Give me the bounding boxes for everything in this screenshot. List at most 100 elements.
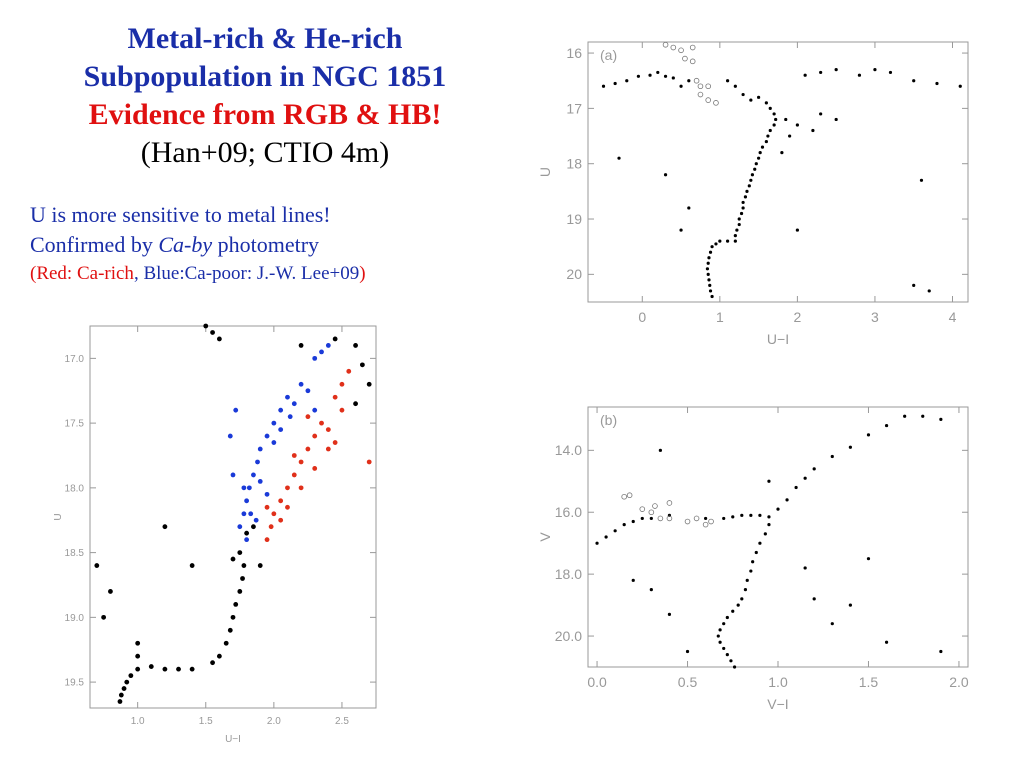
star-point (135, 653, 141, 659)
point-ca-rich (339, 381, 345, 387)
star-point (754, 162, 758, 166)
point-ca-poor (227, 433, 233, 439)
star-point (227, 627, 233, 633)
hb-open-circle-point (697, 83, 704, 90)
hb-open-circle-point (697, 91, 704, 98)
point-ca-rich (346, 368, 352, 374)
x-tick-label: 2.0 (267, 716, 281, 727)
star-point (706, 261, 710, 265)
x-tick-label: 0.5 (678, 674, 698, 690)
star-point (774, 117, 778, 122)
star-point (912, 79, 916, 83)
hb-open-circle-point (652, 503, 658, 509)
point-ca-poor (233, 407, 239, 413)
star-point (921, 414, 925, 418)
y-tick-label: 16 (566, 45, 582, 61)
star-point (743, 588, 748, 592)
star-point (725, 615, 729, 620)
cmd-panel-ca-by: 1.0 1.5 2.0 2.5 17.0 17.5 18.0 18.5 19.0 19.5 U−I U (53, 323, 377, 745)
star-point (745, 578, 749, 582)
star-point (718, 239, 722, 243)
star-point (884, 423, 889, 428)
hb-open-circle-point (693, 515, 700, 522)
hb-open-circle-point (648, 509, 655, 516)
hb-open-circle-point (689, 44, 696, 51)
star-point (718, 628, 722, 632)
star-point (687, 206, 691, 210)
cmd-panel-b: 0.0 0.5 1.0 1.5 2.0 14.0 16.0 18.0 20.0 V−I V (b) (540, 406, 969, 712)
hb-open-circle-point (684, 518, 691, 525)
point-ca-rich (325, 446, 331, 452)
point-ca-poor (253, 517, 259, 523)
star-point (767, 515, 771, 519)
star-point (784, 117, 788, 122)
y-tick-label: 17.0 (65, 354, 85, 365)
star-point (714, 242, 718, 246)
star-point (830, 454, 834, 459)
star-point (210, 330, 215, 335)
star-point (749, 178, 753, 182)
note-paren-open: ( (30, 263, 37, 284)
point-ca-rich (298, 485, 304, 491)
star-point (733, 239, 737, 243)
star-point (148, 664, 154, 669)
star-point (812, 597, 816, 601)
star-point (750, 173, 755, 177)
y-tick-label: 17.5 (65, 419, 85, 430)
star-point (604, 535, 608, 539)
star-point (240, 576, 245, 581)
star-point (935, 81, 939, 86)
y-tick-label: 20 (566, 266, 582, 282)
x-tick-label: 0.0 (587, 674, 607, 690)
y-tick-label: 19.5 (65, 678, 85, 689)
star-point (722, 622, 726, 626)
star-point (725, 239, 730, 243)
note-blue-label: Blue:Ca-poor: J.-W. Lee+09 (138, 263, 360, 284)
star-point (767, 479, 771, 483)
star-point (912, 283, 916, 288)
hb-open-circle-point (678, 47, 684, 54)
star-point (794, 485, 798, 490)
star-point (739, 211, 744, 216)
star-point (353, 401, 358, 407)
star-point (722, 516, 726, 521)
star-point (725, 653, 729, 657)
point-ca-poor (278, 407, 284, 413)
star-point (834, 117, 838, 122)
notes-block: U is more sensitive to metal lines! Conf… (30, 200, 510, 288)
star-point (795, 228, 799, 232)
point-ca-rich (268, 524, 274, 530)
y-axis-label: U (53, 513, 64, 520)
point-ca-rich (332, 394, 338, 400)
point-ca-poor (312, 407, 318, 413)
point-ca-rich (312, 433, 318, 439)
note-comma: , (133, 263, 139, 284)
star-point (298, 343, 304, 348)
star-point (233, 602, 239, 607)
star-point (124, 679, 130, 685)
point-ca-rich (339, 407, 345, 413)
hb-open-circle-point (657, 515, 664, 522)
star-point (649, 516, 653, 521)
star-point (939, 417, 943, 421)
star-point (903, 414, 907, 418)
star-point (735, 228, 739, 232)
star-point (595, 541, 599, 545)
star-point (731, 515, 735, 519)
star-point (737, 217, 741, 221)
point-ca-poor (298, 381, 304, 387)
star-point (758, 151, 762, 155)
panel-label: (a) (600, 47, 617, 63)
star-point (737, 222, 741, 227)
star-point (757, 156, 761, 160)
star-point (741, 92, 745, 97)
point-ca-poor (271, 440, 277, 445)
hb-open-circle-point (621, 493, 627, 500)
point-ca-rich (312, 466, 318, 471)
star-point (135, 666, 141, 672)
star-point (732, 665, 737, 669)
star-point (117, 699, 123, 704)
star-point (671, 76, 675, 80)
star-point (121, 686, 127, 691)
star-point (776, 507, 780, 511)
